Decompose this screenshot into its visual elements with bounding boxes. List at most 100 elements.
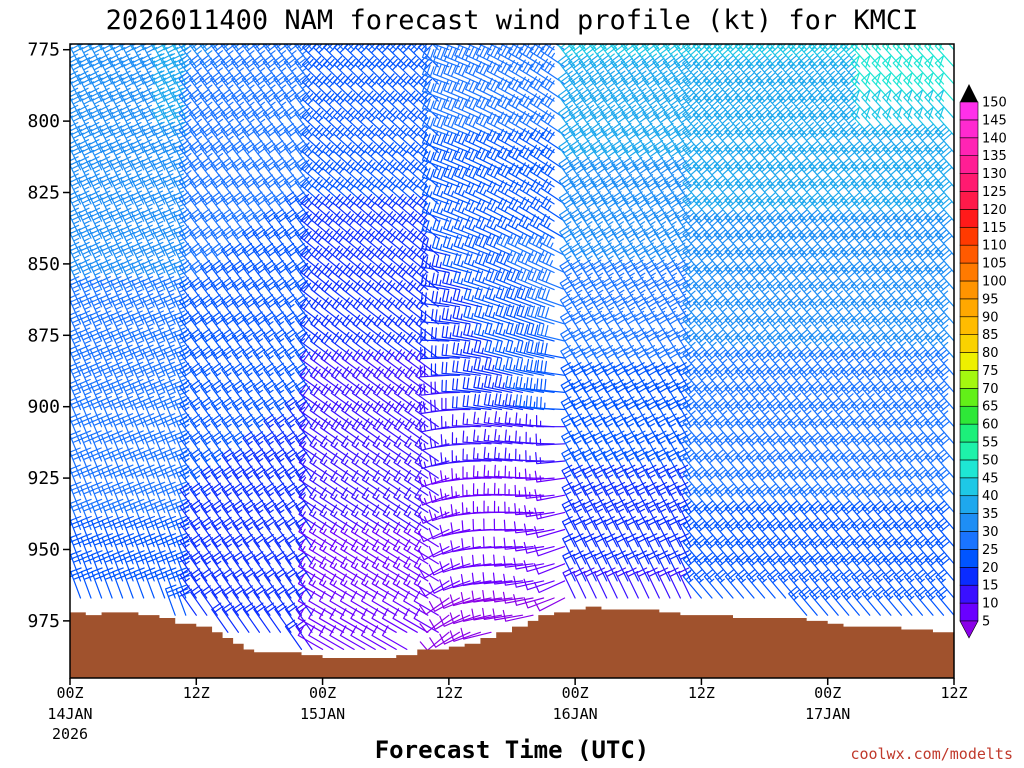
colorbar-label: 45 <box>982 471 999 486</box>
wind-barb <box>602 379 618 411</box>
wind-barb <box>382 556 408 582</box>
wind-barb <box>132 396 147 428</box>
wind-barb <box>829 243 850 274</box>
wind-barb <box>572 481 587 513</box>
wind-barb <box>559 310 576 342</box>
wind-barb <box>475 146 503 171</box>
wind-barb <box>453 235 481 256</box>
colorbar-swatch <box>959 405 979 425</box>
wind-barb <box>714 414 734 445</box>
wind-barb <box>485 268 513 291</box>
wind-barb <box>798 431 818 462</box>
colorbar-swatch <box>959 441 979 461</box>
wind-barb <box>682 500 702 531</box>
wind-barb <box>298 521 324 548</box>
wind-barb <box>766 55 787 85</box>
wind-barb <box>871 312 892 342</box>
wind-barb <box>301 90 324 119</box>
wind-barb <box>486 198 513 222</box>
wind-barb <box>372 452 397 479</box>
wind-barb <box>474 251 503 274</box>
wind-barb <box>122 533 137 565</box>
wind-barb <box>519 110 545 136</box>
wind-barb <box>766 397 787 428</box>
wind-barb <box>829 209 850 239</box>
wind-barb <box>850 346 871 376</box>
wind-barb <box>571 396 587 428</box>
wind-barb <box>840 175 860 205</box>
wind-barb <box>298 556 324 582</box>
wind-barb <box>497 44 524 68</box>
wind-barb <box>777 140 797 171</box>
wind-barb <box>330 366 355 393</box>
wind-barb <box>724 55 745 85</box>
wind-barb <box>332 193 355 222</box>
wind-barb <box>70 53 84 85</box>
wind-barb <box>703 157 724 188</box>
wind-barb <box>70 207 83 239</box>
wind-barb <box>89 361 105 393</box>
wind-barb <box>871 175 892 205</box>
colorbar-label: 110 <box>982 239 1007 254</box>
wind-barb <box>439 561 471 573</box>
wind-barb <box>861 260 881 291</box>
y-tick-label: 975 <box>27 611 60 632</box>
wind-barb <box>452 378 481 393</box>
wind-barb <box>882 329 902 359</box>
wind-barb <box>819 380 839 411</box>
wind-barb <box>173 44 189 68</box>
wind-barb <box>935 534 954 565</box>
wind-barb <box>99 173 114 205</box>
wind-barb <box>850 363 871 393</box>
wind-barb <box>372 470 397 496</box>
wind-barb <box>98 53 116 85</box>
wind-barb <box>593 464 608 496</box>
wind-barb <box>603 413 618 445</box>
wind-barb <box>130 87 147 119</box>
wind-barb <box>872 414 892 445</box>
wind-barb <box>693 500 713 531</box>
wind-barb <box>777 346 797 376</box>
wind-barb <box>797 55 818 85</box>
wind-barb <box>441 325 471 342</box>
wind-barb <box>872 568 892 599</box>
wind-barb <box>893 380 913 411</box>
wind-barb <box>829 294 850 325</box>
wind-barb <box>173 190 188 222</box>
wind-barb <box>787 329 808 359</box>
wind-barb <box>593 499 608 531</box>
colorbar-label: 90 <box>982 310 999 325</box>
wind-barb <box>614 499 629 531</box>
wind-barb <box>154 533 169 565</box>
wind-barb <box>486 146 513 171</box>
wind-barb <box>677 481 692 513</box>
wind-barb <box>164 567 180 599</box>
wind-barb <box>654 310 671 342</box>
wind-barb <box>475 44 503 68</box>
wind-barb <box>861 483 881 513</box>
wind-barb <box>505 304 534 325</box>
wind-barb <box>924 586 945 616</box>
wind-barb <box>308 521 334 548</box>
wind-barb <box>428 597 460 612</box>
wind-barb <box>882 534 902 565</box>
wind-barb <box>819 534 839 565</box>
wind-barb <box>840 123 860 154</box>
wind-barb <box>152 259 167 291</box>
wind-barb <box>613 413 629 445</box>
wind-barb <box>431 254 460 274</box>
wind-barb <box>432 114 460 136</box>
wind-barb <box>745 209 766 239</box>
wind-barb <box>612 345 629 376</box>
wind-barb <box>623 379 639 411</box>
wind-barb <box>374 228 397 256</box>
wind-barb <box>143 567 159 599</box>
wind-barb <box>497 94 524 119</box>
wind-barb <box>154 515 169 548</box>
wind-barb <box>861 294 881 325</box>
wind-barb <box>893 466 913 496</box>
wind-barb <box>714 329 734 359</box>
wind-barb <box>935 431 954 462</box>
wind-barb <box>382 590 408 616</box>
wind-barb <box>892 260 913 291</box>
